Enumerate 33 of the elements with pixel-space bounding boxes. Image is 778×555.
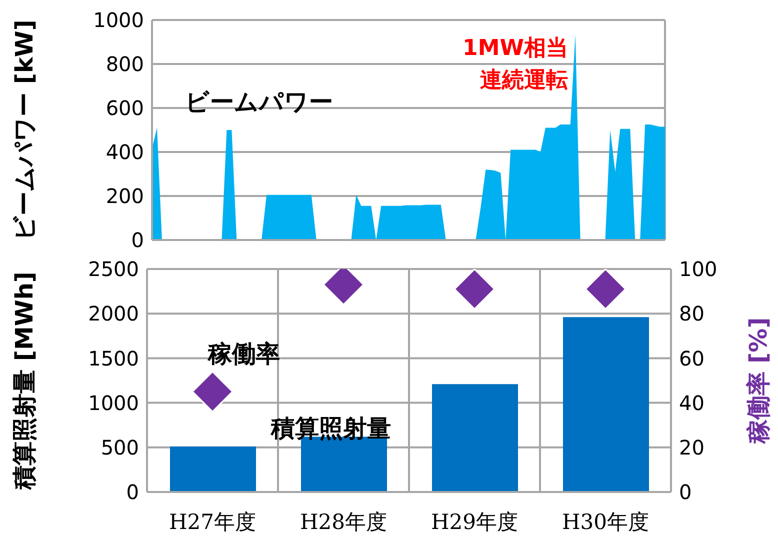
- x-tick-label: H30年度: [562, 510, 650, 534]
- bar: [432, 384, 518, 492]
- y-tick-label: 200: [106, 184, 144, 208]
- y2-tick-label: 40: [679, 390, 704, 415]
- y-tick-label: 0: [126, 480, 139, 504]
- series-label: ビームパワー: [185, 88, 333, 116]
- y-axis-title: 積算照射量 [MWh]: [10, 272, 39, 490]
- bar: [563, 317, 649, 492]
- x-tick-label: H27年度: [168, 510, 256, 534]
- y-tick-label: 2500: [88, 257, 139, 282]
- y-axis-title: ビームパワー [kW]: [10, 20, 39, 240]
- annotation: 1MW相当: [462, 36, 568, 61]
- y2-axis-title: 稼働率 [%]: [744, 317, 773, 445]
- y-tick-label: 1000: [88, 390, 139, 415]
- bar: [170, 446, 256, 492]
- y-tick-label: 1000: [93, 8, 144, 32]
- y2-tick-label: 100: [679, 257, 718, 282]
- annotation: 連続運転: [480, 68, 568, 93]
- y2-tick-label: 80: [679, 302, 704, 326]
- y2-tick-label: 20: [679, 436, 704, 460]
- y-tick-label: 1500: [88, 346, 139, 370]
- y-tick-label: 800: [106, 52, 144, 76]
- x-tick-label: H28年度: [300, 510, 388, 534]
- x-tick-label: H29年度: [430, 510, 518, 534]
- series-label: 稼働率: [206, 340, 280, 368]
- y2-tick-label: 0: [679, 480, 692, 504]
- y-tick-label: 400: [106, 140, 144, 164]
- y-tick-label: 600: [106, 96, 144, 120]
- y-tick-label: 2000: [88, 302, 139, 326]
- y-tick-label: 0: [131, 228, 144, 252]
- series-label: 積算照射量: [270, 414, 391, 443]
- y2-tick-label: 60: [679, 346, 704, 370]
- y-tick-label: 500: [100, 436, 139, 460]
